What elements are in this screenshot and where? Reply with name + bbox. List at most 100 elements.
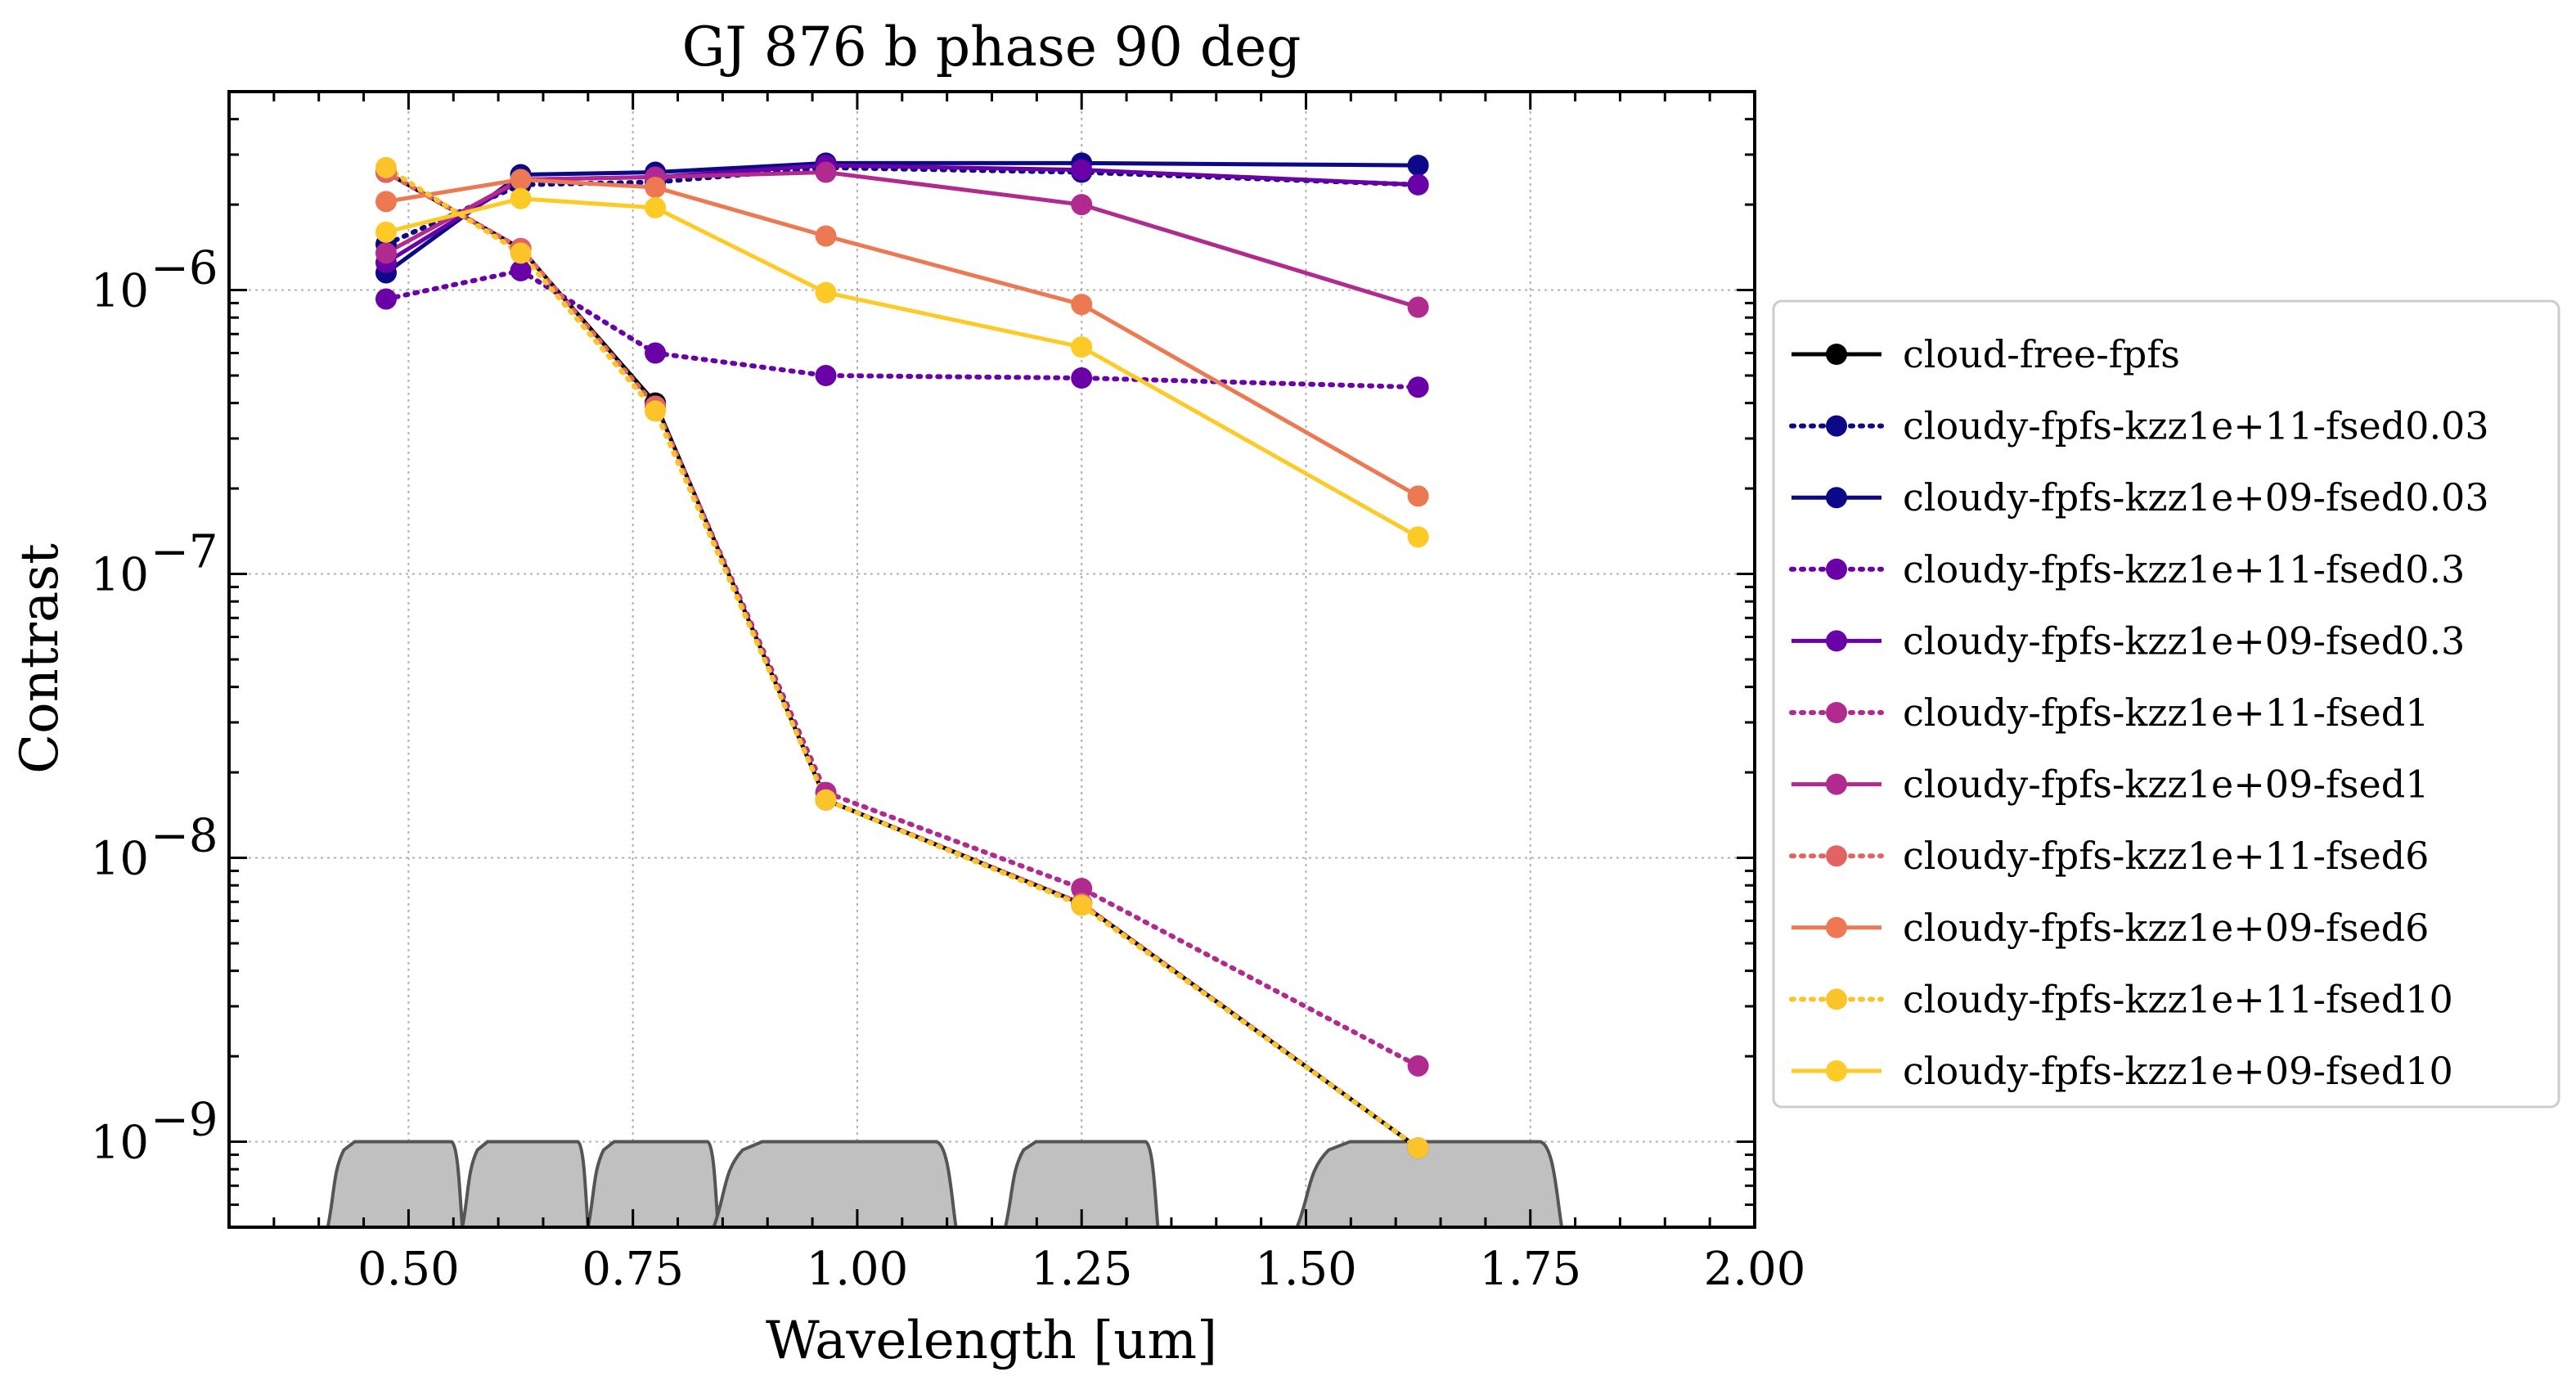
data-point: [1407, 485, 1429, 507]
filter-band: [586, 1140, 721, 1229]
data-point: [645, 177, 667, 199]
data-point: [645, 196, 667, 218]
data-point: [1407, 1137, 1429, 1159]
legend-label: cloudy-fpfs-kzz1e+11-fsed10: [1903, 977, 2453, 1021]
series-line: [383, 169, 1421, 1068]
legend-marker: [1826, 988, 1847, 1010]
legend-entry: cloudy-fpfs-kzz1e+09-fsed0.3: [1792, 619, 2465, 663]
data-point: [375, 242, 397, 264]
legend-marker: [1826, 845, 1847, 867]
x-axis-label: Wavelength [um]: [766, 1311, 1217, 1371]
legend-marker: [1826, 344, 1847, 365]
y-tick-exponent: −8: [151, 810, 218, 863]
data-point: [1407, 155, 1429, 177]
legend-entry: cloudy-fpfs-kzz1e+11-fsed6: [1789, 834, 2429, 878]
x-tick-label: 1.75: [1479, 1243, 1581, 1296]
legend-entry: cloudy-fpfs-kzz1e+11-fsed10: [1789, 977, 2453, 1021]
x-tick-label: 1.00: [807, 1243, 909, 1296]
data-point: [510, 242, 532, 264]
series-line: [385, 178, 1419, 498]
legend-marker: [1826, 916, 1847, 938]
data-point: [645, 342, 667, 364]
data-point: [375, 288, 397, 310]
legend-label: cloudy-fpfs-kzz1e+09-fsed0.3: [1903, 619, 2465, 663]
series-line: [385, 196, 1419, 539]
data-point: [1071, 194, 1093, 216]
y-tick-label: 10 −7: [91, 526, 218, 602]
data-point: [510, 169, 532, 191]
axis-ticks: [227, 90, 1756, 1229]
data-point: [815, 161, 837, 183]
chart-title: GJ 876 b phase 90 deg: [682, 16, 1301, 79]
data-point: [1407, 1055, 1429, 1077]
legend-box: [1772, 299, 2560, 1109]
filter-band: [1003, 1140, 1160, 1229]
x-tick-label: 0.50: [357, 1243, 460, 1296]
data-point: [815, 789, 837, 811]
legend-entry: cloudy-fpfs-kzz1e+09-fsed1: [1792, 762, 2429, 807]
data-point: [375, 156, 397, 178]
filter-band: [326, 1140, 465, 1229]
y-tick-base: 10: [91, 549, 149, 602]
legend: cloud-free-fpfs cloudy-fpfs-kzz1e+11-fsed…: [1772, 299, 2560, 1109]
legend-entry: cloudy-fpfs-kzz1e+11-fsed0.3: [1789, 547, 2465, 592]
data-point: [1407, 173, 1429, 196]
legend-entry: cloudy-fpfs-kzz1e+11-fsed0.03: [1789, 404, 2489, 448]
data-point: [1407, 376, 1429, 398]
data-point: [1407, 526, 1429, 548]
series-line: [384, 170, 1420, 1150]
filter-band: [460, 1140, 590, 1229]
legend-label: cloud-free-fpfs: [1903, 332, 2180, 376]
legend-marker: [1826, 773, 1847, 795]
legend-entry: cloud-free-fpfs: [1792, 332, 2180, 376]
y-tick-base: 10: [91, 1117, 149, 1170]
data-point: [815, 365, 837, 386]
legend-label: cloudy-fpfs-kzz1e+11-fsed0.03: [1903, 404, 2489, 448]
legend-entry: cloudy-fpfs-kzz1e+09-fsed6: [1792, 906, 2429, 950]
legend-label: cloudy-fpfs-kzz1e+09-fsed10: [1903, 1049, 2453, 1093]
legend-label: cloudy-fpfs-kzz1e+11-fsed1: [1903, 691, 2429, 735]
x-tick-label: 2.00: [1704, 1243, 1806, 1296]
grid: [229, 92, 1756, 1227]
data-point: [1407, 296, 1429, 318]
series-line: [384, 170, 1419, 309]
data-point: [1071, 367, 1093, 389]
x-tick-labels: 0.50 0.75 1.00 1.25 1.50 1.75 2.00: [357, 1243, 1805, 1296]
plot-frame: [227, 90, 1756, 1229]
legend-label: cloudy-fpfs-kzz1e+11-fsed0.3: [1903, 547, 2465, 592]
y-tick-base: 10: [91, 265, 149, 318]
y-tick-labels: 10−910−810−710−6: [91, 242, 218, 1170]
data-point: [815, 281, 837, 304]
legend-marker: [1826, 702, 1847, 723]
data-point: [375, 191, 397, 213]
y-tick-exponent: −6: [151, 242, 218, 295]
y-tick-exponent: −9: [151, 1094, 218, 1147]
series-lines: [383, 160, 1421, 1151]
data-point: [1071, 159, 1093, 181]
data-point: [1071, 294, 1093, 316]
x-tick-label: 1.25: [1031, 1243, 1133, 1296]
legend-marker: [1826, 487, 1847, 509]
data-point: [375, 221, 397, 243]
x-tick-label: 0.75: [582, 1243, 684, 1296]
series-line: [383, 169, 1421, 1151]
filter-band: [1294, 1140, 1564, 1229]
series-line: [383, 164, 1421, 1151]
legend-marker: [1826, 558, 1847, 580]
legend-label: cloudy-fpfs-kzz1e+11-fsed6: [1903, 834, 2429, 878]
data-point: [510, 187, 532, 209]
legend-label: cloudy-fpfs-kzz1e+09-fsed6: [1903, 906, 2429, 950]
legend-marker: [1826, 1060, 1847, 1082]
legend-entry: cloudy-fpfs-kzz1e+09-fsed0.03: [1792, 475, 2489, 520]
legend-marker: [1826, 415, 1847, 437]
legend-label: cloudy-fpfs-kzz1e+09-fsed1: [1903, 762, 2429, 807]
y-tick-base: 10: [91, 833, 149, 886]
legend-entry: cloudy-fpfs-kzz1e+09-fsed10: [1792, 1049, 2453, 1093]
legend-entry: cloudy-fpfs-kzz1e+11-fsed1: [1789, 691, 2429, 735]
legend-marker: [1826, 630, 1847, 652]
y-tick-label: 10 −9: [91, 1094, 218, 1170]
data-point: [1071, 894, 1093, 916]
legend-label: cloudy-fpfs-kzz1e+09-fsed0.03: [1903, 475, 2489, 520]
filter-bands: [326, 1140, 1564, 1229]
